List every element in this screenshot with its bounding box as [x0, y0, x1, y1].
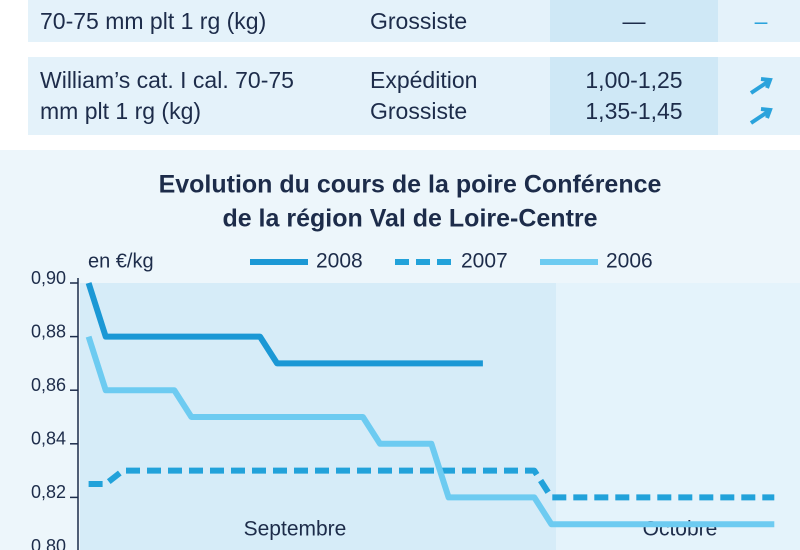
y-tick-label: 0,82 [31, 482, 66, 502]
up-arrow [749, 77, 773, 95]
chart-title: de la région Val de Loire-Centre [222, 205, 597, 233]
chart: Evolution du cours de la poire Conférenc… [0, 150, 800, 550]
series-line [85, 282, 483, 367]
price: 1,35-1,45 [585, 98, 683, 124]
market: Grossiste [370, 98, 468, 124]
month-band [556, 283, 800, 550]
y-tick-label: 0,86 [31, 375, 66, 395]
chart-title: Evolution du cours de la poire Conférenc… [159, 171, 662, 199]
up-arrow [749, 107, 773, 125]
trend-icons [749, 77, 773, 125]
trend: – [754, 8, 768, 34]
y-tick-label: 0,90 [31, 268, 66, 288]
price-cell: 1,00-1,25 1,35-1,45 [550, 57, 718, 135]
table-row: 70-75 mm plt 1 rg (kg) Grossiste — – [28, 0, 800, 42]
legend-label: 2008 [316, 250, 363, 273]
legend-label: 2007 [461, 250, 508, 273]
legend-label: 2006 [606, 250, 653, 273]
series-line [88, 467, 775, 501]
market: Expédition [370, 67, 478, 93]
price: 1,00-1,25 [585, 67, 683, 93]
table-row: William’s cat. I cal. 70-75 mm plt 1 rg … [28, 57, 800, 135]
y-tick-label: 0,80 [31, 536, 66, 550]
month-label: Septembre [244, 518, 347, 541]
market: Grossiste [370, 8, 468, 34]
series-line [85, 335, 775, 528]
row-label: William’s cat. I cal. 70-75 mm plt 1 rg … [40, 67, 294, 124]
row-label: 70-75 mm plt 1 rg (kg) [40, 8, 267, 34]
price: — [550, 0, 718, 42]
y-tick-label: 0,88 [31, 321, 66, 341]
month-label: Octobre [643, 518, 718, 541]
y-tick-label: 0,84 [31, 429, 66, 449]
unit-label: en €/kg [88, 250, 154, 272]
